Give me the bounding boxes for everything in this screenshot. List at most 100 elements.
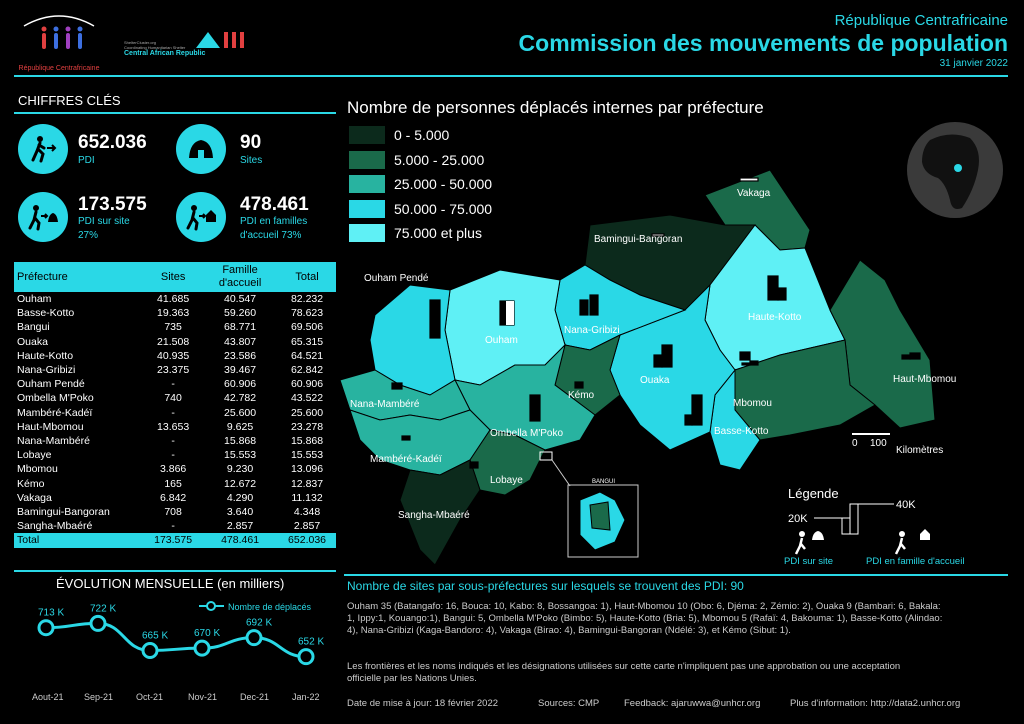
table-row: Nana-Gribizi 23.375 39.467 62.842 bbox=[14, 363, 336, 377]
trend-category-label: Sep-21 bbox=[84, 692, 113, 702]
cell-total: 25.600 bbox=[290, 406, 324, 419]
label-mbomou: Mbomou bbox=[733, 398, 772, 409]
cell-total: 69.506 bbox=[290, 321, 324, 334]
sites-icon-circle bbox=[176, 124, 226, 174]
cell-prefecture: Ombella M'Poko bbox=[17, 392, 94, 405]
legend-family-icon bbox=[894, 529, 930, 555]
trend-point bbox=[89, 614, 107, 632]
footer-info[interactable]: Plus d'information: http://data2.unhcr.o… bbox=[790, 698, 961, 709]
cell-prefecture: Lobaye bbox=[17, 449, 52, 462]
table-row: Basse-Kotto 19.363 59.260 78.623 bbox=[14, 306, 336, 320]
pdi-site-pct: 27% bbox=[78, 230, 99, 241]
cell-sites: 6.842 bbox=[159, 491, 187, 504]
cell-sites: - bbox=[171, 435, 175, 448]
cell-sites: - bbox=[171, 520, 175, 533]
cell-family: 59.260 bbox=[224, 307, 257, 320]
cell-prefecture: Ouham bbox=[17, 293, 52, 305]
pdi-label: PDI bbox=[78, 155, 95, 166]
trend-chart: Nombre de déplacés 713 K Aout-21 722 K Sep-… bbox=[32, 601, 324, 702]
cell-prefecture: Haut-Mbomou bbox=[17, 420, 84, 433]
cell-family: 4.290 bbox=[226, 491, 254, 504]
cell-total: 78.623 bbox=[290, 307, 324, 320]
cell-prefecture: Mambéré-Kadéï bbox=[17, 406, 93, 419]
person-to-tent-icon bbox=[28, 205, 58, 231]
table-row: Haute-Kotto 40.935 23.586 64.521 bbox=[14, 349, 336, 363]
cell-total: 15.553 bbox=[290, 449, 324, 462]
cell-family: 15.868 bbox=[224, 435, 257, 448]
trend-point bbox=[297, 648, 315, 666]
cell-total: 4.348 bbox=[293, 506, 321, 519]
trend-category-label: Dec-21 bbox=[240, 692, 269, 702]
cell-sites: - bbox=[171, 406, 175, 419]
total-all: 652.036 bbox=[278, 533, 336, 548]
table-row: Kémo 165 12.672 12.837 bbox=[14, 477, 336, 491]
logo-figures-icon bbox=[23, 15, 95, 49]
cell-prefecture: Mbomou bbox=[17, 463, 58, 476]
sites-text: Ouham 35 (Batangafo: 16, Bouca: 10, Kabo… bbox=[347, 601, 943, 636]
table-row: Sangha-Mbaéré - 2.857 2.857 bbox=[14, 519, 336, 533]
cell-sites: 41.685 bbox=[157, 293, 190, 305]
bar-legend-small-bar bbox=[841, 517, 851, 535]
cell-sites: 740 bbox=[164, 392, 182, 405]
cell-total: 82.232 bbox=[290, 293, 324, 305]
cell-family: 9.625 bbox=[226, 420, 254, 433]
cell-prefecture: Bangui bbox=[17, 321, 50, 334]
cell-total: 60.906 bbox=[290, 378, 324, 391]
bar-legend-large-bar bbox=[849, 503, 859, 535]
col-prefecture: Préfecture bbox=[14, 262, 145, 292]
cell-total: 12.837 bbox=[290, 477, 324, 490]
cell-family: 23.586 bbox=[224, 349, 257, 362]
cell-prefecture: Vakaga bbox=[17, 491, 52, 504]
cell-sites: - bbox=[171, 378, 175, 391]
sites-rule bbox=[344, 574, 1008, 576]
cell-prefecture: Kémo bbox=[17, 477, 45, 490]
pdi-site-label: PDI sur site bbox=[78, 216, 130, 227]
col-family: Famille d'accueil bbox=[202, 262, 279, 292]
cell-total: 15.868 bbox=[290, 435, 324, 448]
pdi-family-value: 478.461 bbox=[240, 194, 309, 215]
tent-icon bbox=[189, 140, 213, 158]
cell-sites: 40.935 bbox=[157, 349, 190, 362]
cell-family: 2.857 bbox=[226, 520, 254, 533]
cell-family: 39.467 bbox=[224, 364, 257, 377]
sites-value: 90 bbox=[240, 132, 262, 153]
label-lobaye: Lobaye bbox=[490, 475, 523, 486]
cell-total: 64.521 bbox=[290, 349, 324, 362]
cell-prefecture: Nana-Gribizi bbox=[17, 364, 76, 377]
trend-value-label: 652 K bbox=[298, 637, 324, 648]
label-haute-kotto: Haute-Kotto bbox=[748, 312, 802, 323]
cell-prefecture: Bamingui-Bangoran bbox=[17, 506, 110, 519]
key-figures-heading: CHIFFRES CLÉS bbox=[18, 93, 121, 108]
table-row: Mambéré-Kadéï - 25.600 25.600 bbox=[14, 406, 336, 420]
cell-family: 15.553 bbox=[224, 449, 257, 462]
table-row: Mbomou 3.866 9.230 13.096 bbox=[14, 462, 336, 476]
cell-family: 25.600 bbox=[224, 406, 257, 419]
locator-marker bbox=[954, 164, 962, 172]
table-row: Bangui 735 68.771 69.506 bbox=[14, 320, 336, 334]
trend-point bbox=[37, 619, 55, 637]
map-legend-swatch bbox=[349, 199, 385, 218]
trend-value-label: 692 K bbox=[246, 618, 272, 629]
bar-legend-20k: 20K bbox=[788, 513, 808, 525]
map-title: Nombre de personnes déplacés internes pa… bbox=[347, 98, 764, 117]
table-row: Ouham Pendé - 60.906 60.906 bbox=[14, 377, 336, 391]
legend-family-label: PDI en famille d'accueil bbox=[866, 556, 965, 567]
label-bamingui: Bamingui-Bangoran bbox=[594, 234, 682, 245]
footer-feedback[interactable]: Feedback: ajaruwwa@unhcr.org bbox=[624, 698, 761, 709]
map-legend-swatch bbox=[349, 150, 385, 169]
col-total: Total bbox=[278, 262, 336, 292]
cell-prefecture: Basse-Kotto bbox=[17, 307, 75, 320]
bar-legend: 20K 40K bbox=[788, 499, 930, 555]
map-legend-label: 50.000 - 75.000 bbox=[394, 200, 493, 217]
cell-sites: 23.375 bbox=[157, 364, 190, 377]
cell-sites: 21.508 bbox=[157, 335, 190, 348]
cell-family: 68.771 bbox=[224, 321, 257, 334]
bangui-marker bbox=[539, 451, 553, 461]
scale-unit: Kilomètres bbox=[896, 445, 943, 456]
table-row: Ouaka 21.508 43.807 65.315 bbox=[14, 335, 336, 349]
cell-sites: 13.653 bbox=[157, 420, 190, 433]
pdi-family-label: PDI en familles bbox=[240, 216, 308, 227]
table-header-row: Préfecture Sites Famille d'accueil Total bbox=[14, 262, 336, 292]
region-sangha-mbaere bbox=[399, 459, 481, 566]
label-nana-mambere: Nana-Mambéré bbox=[350, 399, 420, 410]
